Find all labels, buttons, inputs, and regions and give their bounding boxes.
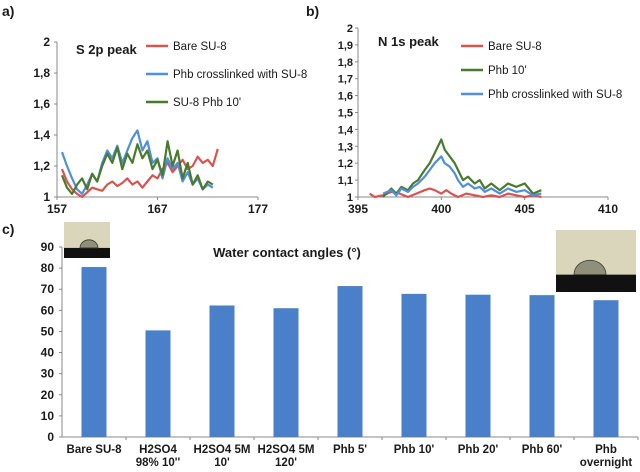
y-tick-label: 1 bbox=[43, 190, 50, 204]
chart-title: N 1s peak bbox=[378, 34, 439, 49]
legend-label-phb-crosslinked-with-su-8: Phb crosslinked with SU-8 bbox=[173, 69, 307, 81]
bar-phb-10 bbox=[401, 293, 427, 437]
y-tick-label: 1,1 bbox=[338, 175, 353, 187]
bar-h2so4-98-10 bbox=[145, 330, 171, 437]
panel-label: c) bbox=[2, 221, 14, 237]
x-category-label: 98% 10'' bbox=[136, 457, 181, 469]
legend-label-su-8-phb-10: SU-8 Phb 10' bbox=[173, 97, 241, 109]
bar-phb-5 bbox=[337, 286, 363, 437]
x-tick-label: 395 bbox=[348, 202, 368, 216]
photo-substrate bbox=[64, 247, 110, 258]
y-tick-label: 80 bbox=[41, 261, 55, 275]
y-tick-label: 1,8 bbox=[33, 66, 50, 80]
bar-bare-su-8 bbox=[81, 267, 107, 437]
x-tick-label: 400 bbox=[431, 202, 451, 216]
photo-substrate bbox=[556, 274, 636, 292]
series-line-bare-su-8 bbox=[60, 148, 219, 199]
chart-title: Water contact angles (°) bbox=[213, 245, 361, 260]
x-category-label: Phb 5' bbox=[333, 444, 367, 456]
legend-label-bare-su-8: Bare SU-8 bbox=[173, 41, 227, 53]
bar-h2so4-5m-10 bbox=[209, 305, 235, 437]
y-tick-label: 10 bbox=[41, 409, 55, 423]
y-tick-label: 1,7 bbox=[338, 74, 353, 86]
x-category-label: H2SO4 bbox=[139, 444, 177, 456]
x-tick-label: 157 bbox=[47, 202, 67, 216]
y-tick-label: 1,9 bbox=[338, 40, 353, 52]
panel-a-s2p-chart: a) 1 1,2 1,4 1,6 1,8 2 157 167 177 S 2p peak Bare S… bbox=[2, 3, 307, 216]
legend-label-phb-10: Phb 10' bbox=[488, 65, 527, 77]
legend-label-bare-su-8: Bare SU-8 bbox=[488, 41, 542, 53]
bar-phb-overnight bbox=[593, 300, 619, 437]
x-category-label: Phb 10' bbox=[394, 444, 435, 456]
panel-label: b) bbox=[306, 3, 319, 19]
series-line-phb-crosslinked-with-su-8 bbox=[60, 129, 214, 195]
y-tick-label: 30 bbox=[41, 367, 55, 381]
droplet-photo-phb-overnight bbox=[556, 230, 636, 292]
bar-h2so4-5m-120 bbox=[273, 308, 299, 437]
y-tick-label: 70 bbox=[41, 282, 55, 296]
y-tick-label: 1,2 bbox=[338, 158, 353, 170]
y-tick-label: 1,5 bbox=[338, 108, 353, 120]
y-tick-label: 1,3 bbox=[338, 141, 353, 153]
y-tick-label: 1,8 bbox=[338, 57, 353, 69]
y-tick-label: 1,4 bbox=[338, 124, 354, 136]
x-tick-label: 410 bbox=[598, 202, 618, 216]
y-tick-label: 1 bbox=[347, 192, 353, 204]
legend-label-phb-crosslinked-with-su-8: Phb crosslinked with SU-8 bbox=[488, 89, 622, 101]
bar-phb-20 bbox=[465, 294, 491, 437]
droplet-photos bbox=[64, 222, 636, 292]
x-category-label: 10' bbox=[214, 457, 230, 469]
x-category-label: Phb bbox=[595, 444, 617, 456]
y-tick-label: 2 bbox=[347, 23, 353, 35]
y-tick-label: 1,6 bbox=[33, 97, 50, 111]
x-tick-label: 167 bbox=[147, 202, 167, 216]
x-category-label: Phb 60' bbox=[522, 444, 563, 456]
droplet-photo-bare-su8 bbox=[64, 222, 110, 258]
y-tick-label: 0 bbox=[47, 430, 54, 444]
droplet-shape bbox=[79, 239, 99, 249]
y-tick-label: 40 bbox=[41, 346, 55, 360]
x-category-label: 120' bbox=[275, 457, 297, 469]
x-category-label: H2SO4 5M bbox=[194, 444, 251, 456]
droplet-shape bbox=[573, 259, 607, 276]
series-line-phb-10 bbox=[382, 138, 542, 198]
y-tick-label: 90 bbox=[41, 240, 55, 254]
x-category-label: H2SO4 5M bbox=[258, 444, 315, 456]
bar-phb-60 bbox=[529, 295, 555, 437]
x-category-label: overnight bbox=[580, 457, 633, 469]
y-tick-label: 1,4 bbox=[33, 128, 50, 142]
panel-b-n1s-chart: b) 1 1,1 1,2 1,3 1,4 1,5 1,6 1,7 1,8 1,9 2 395 400 405… bbox=[306, 3, 622, 216]
x-tick-label: 405 bbox=[515, 202, 535, 216]
panel-label: a) bbox=[2, 3, 14, 19]
chart-title: S 2p peak bbox=[76, 42, 137, 57]
y-tick-label: 2 bbox=[43, 35, 50, 49]
y-tick-label: 60 bbox=[41, 303, 55, 317]
series-line-phb-crosslinked-with-su-8 bbox=[382, 155, 542, 197]
series-line-su-8-phb-10 bbox=[60, 140, 214, 195]
y-tick-label: 1,2 bbox=[33, 159, 50, 173]
x-category-label: Phb 20' bbox=[458, 444, 499, 456]
x-tick-label: 177 bbox=[248, 202, 268, 216]
y-tick-label: 50 bbox=[41, 324, 55, 338]
x-category-label: Bare SU-8 bbox=[67, 444, 123, 456]
y-tick-label: 20 bbox=[41, 388, 55, 402]
y-tick-label: 1,6 bbox=[338, 91, 353, 103]
